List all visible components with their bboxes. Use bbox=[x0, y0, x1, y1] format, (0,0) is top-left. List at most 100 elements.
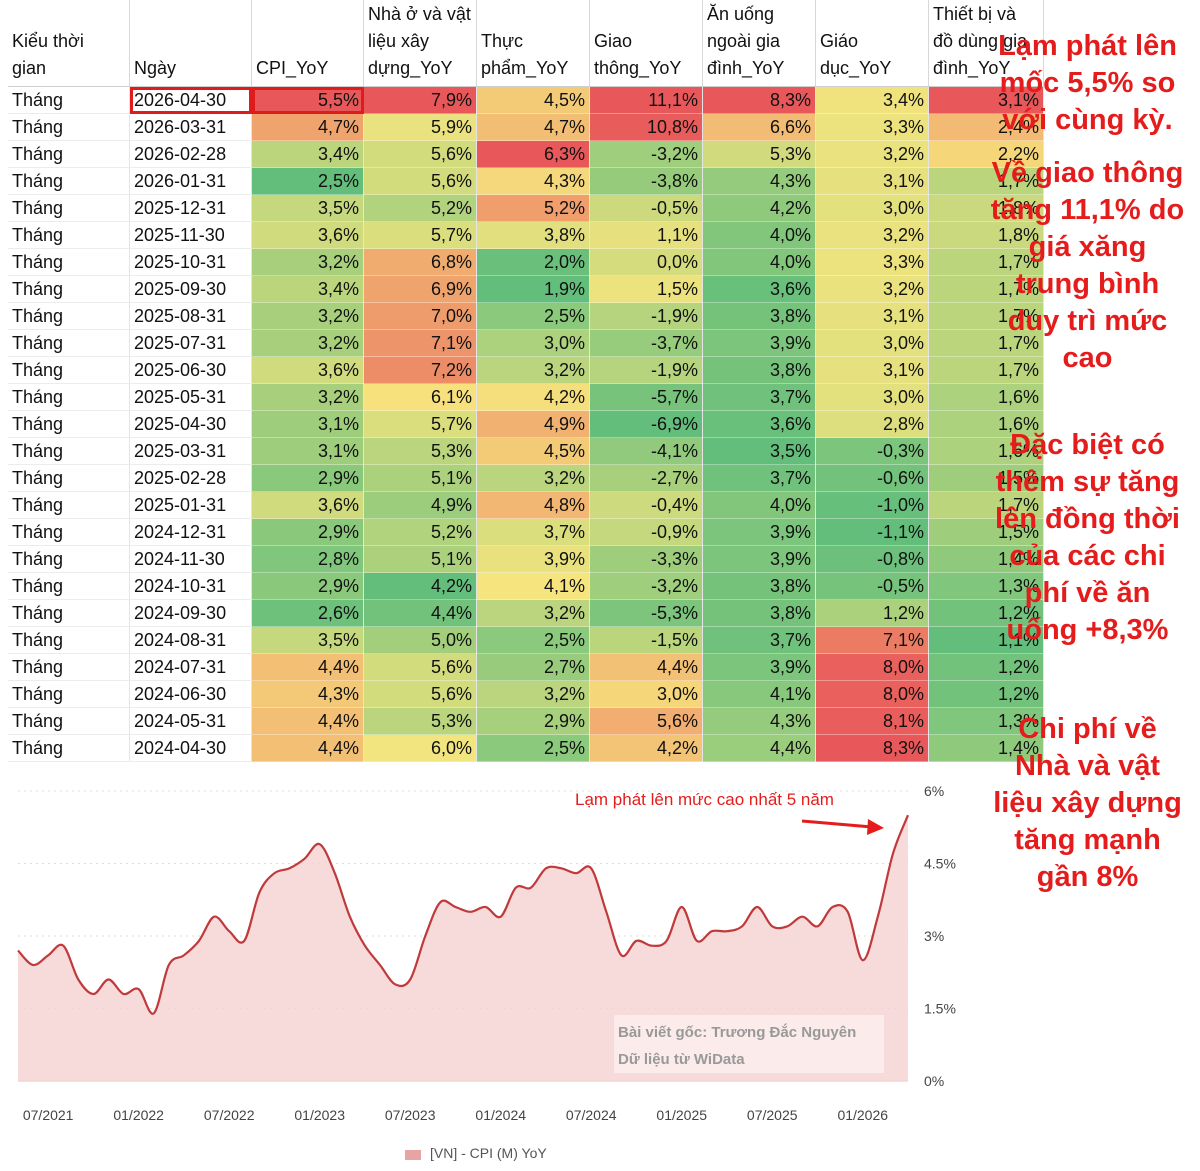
cell-value: 1,7% bbox=[928, 491, 1044, 519]
cell-date: 2024-06-30 bbox=[129, 680, 252, 708]
cell-value: 2,9% bbox=[476, 707, 590, 735]
cell-value: 4,3% bbox=[702, 167, 816, 195]
cell-value: 3,4% bbox=[251, 275, 364, 303]
cell-value: 3,2% bbox=[815, 221, 929, 249]
header-text: gian bbox=[12, 58, 47, 78]
cell-value: 4,4% bbox=[251, 653, 364, 681]
cell-value: 3,9% bbox=[476, 545, 590, 573]
cell-value: 4,4% bbox=[363, 599, 477, 627]
cell-value: 4,1% bbox=[476, 572, 590, 600]
cell-value: -0,4% bbox=[589, 491, 703, 519]
cell-value: 3,5% bbox=[702, 437, 816, 465]
cell-value: 1,7% bbox=[928, 329, 1044, 357]
header-text: CPI_YoY bbox=[256, 58, 329, 78]
table-row: Tháng 2026-01-31 2,5% 5,6% 4,3% -3,8% 4,3% 3,1%… bbox=[8, 167, 1044, 195]
cell-value: 1,2% bbox=[928, 599, 1044, 627]
cell-value: 3,0% bbox=[815, 194, 929, 222]
cell-value: 2,6% bbox=[251, 599, 364, 627]
cell-value: 1,6% bbox=[928, 437, 1044, 465]
cell-value: 4,7% bbox=[251, 113, 364, 141]
cell-date: 2024-09-30 bbox=[129, 599, 252, 627]
cell-value: 4,4% bbox=[589, 653, 703, 681]
cell-value: 3,8% bbox=[476, 221, 590, 249]
cell-value: 2,9% bbox=[251, 518, 364, 546]
cell-value: 1,2% bbox=[928, 680, 1044, 708]
cell-value: 1,6% bbox=[928, 410, 1044, 438]
cell-value: -3,7% bbox=[589, 329, 703, 357]
cell-value: 4,2% bbox=[476, 383, 590, 411]
cell-value: 3,3% bbox=[815, 113, 929, 141]
cell-value: -0,6% bbox=[815, 464, 929, 492]
cell-value: 3,2% bbox=[251, 302, 364, 330]
cell-date: 2025-01-31 bbox=[129, 491, 252, 519]
cell-value: 1,5% bbox=[928, 464, 1044, 492]
header-text: Ăn uống bbox=[707, 4, 775, 24]
cell-time-type: Tháng bbox=[8, 221, 130, 249]
cell-value: 5,3% bbox=[702, 140, 816, 168]
cell-time-type: Tháng bbox=[8, 356, 130, 384]
cell-value: 1,5% bbox=[928, 518, 1044, 546]
x-tick-label: 07/2021 bbox=[23, 1107, 74, 1123]
cell-value: 1,5% bbox=[589, 275, 703, 303]
cell-value: 1,7% bbox=[928, 248, 1044, 276]
cell-date: 2026-03-31 bbox=[129, 113, 252, 141]
table-row: Tháng 2026-04-30 5,5% 7,9% 4,5% 11,1% 8,3% 3,4%… bbox=[8, 86, 1044, 114]
cell-time-type: Tháng bbox=[8, 626, 130, 654]
cell-value: -4,1% bbox=[589, 437, 703, 465]
cpi-series-line bbox=[17, 814, 910, 1015]
x-tick-label: 07/2023 bbox=[385, 1107, 436, 1123]
cell-date: 2025-03-31 bbox=[129, 437, 252, 465]
cell-value: 1,7% bbox=[928, 167, 1044, 195]
cell-value: -0,5% bbox=[815, 572, 929, 600]
cell-value: 5,7% bbox=[363, 410, 477, 438]
cell-value: -1,9% bbox=[589, 302, 703, 330]
cell-value: 6,8% bbox=[363, 248, 477, 276]
cell-time-type: Tháng bbox=[8, 599, 130, 627]
cell-date: 2025-11-30 bbox=[129, 221, 252, 249]
cell-value: 7,0% bbox=[363, 302, 477, 330]
table-row: Tháng 2024-11-30 2,8% 5,1% 3,9% -3,3% 3,9% -0,8… bbox=[8, 545, 1044, 573]
cell-value: 4,9% bbox=[476, 410, 590, 438]
cell-value: 5,3% bbox=[363, 707, 477, 735]
header-col-housing: Nhà ở và vật liệu xây dựng_YoY bbox=[363, 0, 477, 87]
cell-value: 4,5% bbox=[476, 86, 590, 114]
cell-value: 4,8% bbox=[476, 491, 590, 519]
table-row: Tháng 2024-12-31 2,9% 5,2% 3,7% -0,9% 3,9% -1,1… bbox=[8, 518, 1044, 546]
cell-value: 3,9% bbox=[702, 653, 816, 681]
cell-value: 4,3% bbox=[251, 680, 364, 708]
cell-value: 3,8% bbox=[702, 356, 816, 384]
cell-value: 7,1% bbox=[815, 626, 929, 654]
header-col-dining: Ăn uống ngoài gia đình_YoY bbox=[702, 0, 816, 87]
header-text: Nhà ở và vật bbox=[368, 4, 471, 24]
cell-value: 3,2% bbox=[815, 275, 929, 303]
cell-date: 2024-10-31 bbox=[129, 572, 252, 600]
cell-value: 8,0% bbox=[815, 680, 929, 708]
cell-time-type: Tháng bbox=[8, 194, 130, 222]
cell-value: 3,5% bbox=[251, 194, 364, 222]
cell-value: 3,6% bbox=[251, 356, 364, 384]
cell-value: 8,1% bbox=[815, 707, 929, 735]
header-text: đình_YoY bbox=[933, 58, 1011, 78]
header-text: đình_YoY bbox=[707, 58, 785, 78]
cell-value: 2,4% bbox=[928, 113, 1044, 141]
header-col-household: Thiết bị và đồ dùng gia đình_YoY bbox=[928, 0, 1044, 87]
cell-value: 3,2% bbox=[476, 599, 590, 627]
table-row: Tháng 2025-01-31 3,6% 4,9% 4,8% -0,4% 4,0% -1,0… bbox=[8, 491, 1044, 519]
cell-value: -5,7% bbox=[589, 383, 703, 411]
table-row: Tháng 2024-04-30 4,4% 6,0% 2,5% 4,2% 4,4% 8,3% 1… bbox=[8, 734, 1044, 762]
cell-value: 3,4% bbox=[815, 86, 929, 114]
table-row: Tháng 2024-08-31 3,5% 5,0% 2,5% -1,5% 3,7% 7,1%… bbox=[8, 626, 1044, 654]
cell-value: -0,3% bbox=[815, 437, 929, 465]
x-tick-label: 01/2022 bbox=[113, 1107, 164, 1123]
side-note: Về giao thông tăng 11,1% do giá xăng tru… bbox=[990, 157, 1185, 374]
cell-time-type: Tháng bbox=[8, 275, 130, 303]
cell-time-type: Tháng bbox=[8, 248, 130, 276]
cell-time-type: Tháng bbox=[8, 707, 130, 735]
cell-value: 3,2% bbox=[476, 356, 590, 384]
annotation-arrow bbox=[801, 819, 873, 829]
cell-value: 2,9% bbox=[251, 464, 364, 492]
side-note: Chi phí về Nhà và vật liệu xây dựng tăng… bbox=[993, 713, 1182, 893]
cell-value: 3,0% bbox=[815, 329, 929, 357]
cell-date: 2025-02-28 bbox=[129, 464, 252, 492]
cell-value: 3,2% bbox=[251, 248, 364, 276]
